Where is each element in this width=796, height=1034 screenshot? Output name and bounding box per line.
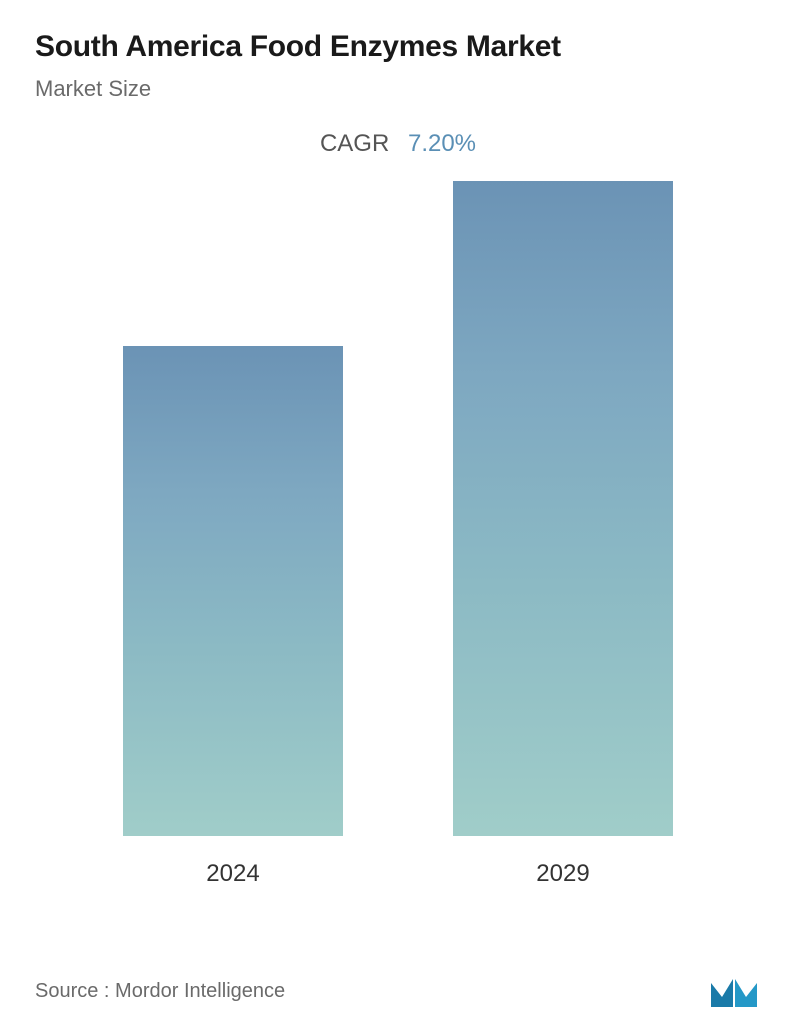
bar-container-2024: 2024 <box>123 346 343 888</box>
chart-subtitle: Market Size <box>35 76 761 102</box>
bar-label-2029: 2029 <box>536 860 589 888</box>
cagr-value: 7.20% <box>408 130 476 157</box>
cagr-line: CAGR 7.20% <box>35 130 761 158</box>
bar-chart-area: 2024 2029 <box>35 208 761 888</box>
source-text: Source : Mordor Intelligence <box>35 980 285 1003</box>
mordor-logo-icon <box>709 973 761 1009</box>
cagr-label: CAGR <box>320 130 389 157</box>
bar-2024 <box>123 346 343 836</box>
bar-2029 <box>453 181 673 836</box>
bar-container-2029: 2029 <box>453 181 673 888</box>
chart-title: South America Food Enzymes Market <box>35 30 761 64</box>
bar-label-2024: 2024 <box>206 860 259 888</box>
footer: Source : Mordor Intelligence <box>35 973 761 1009</box>
